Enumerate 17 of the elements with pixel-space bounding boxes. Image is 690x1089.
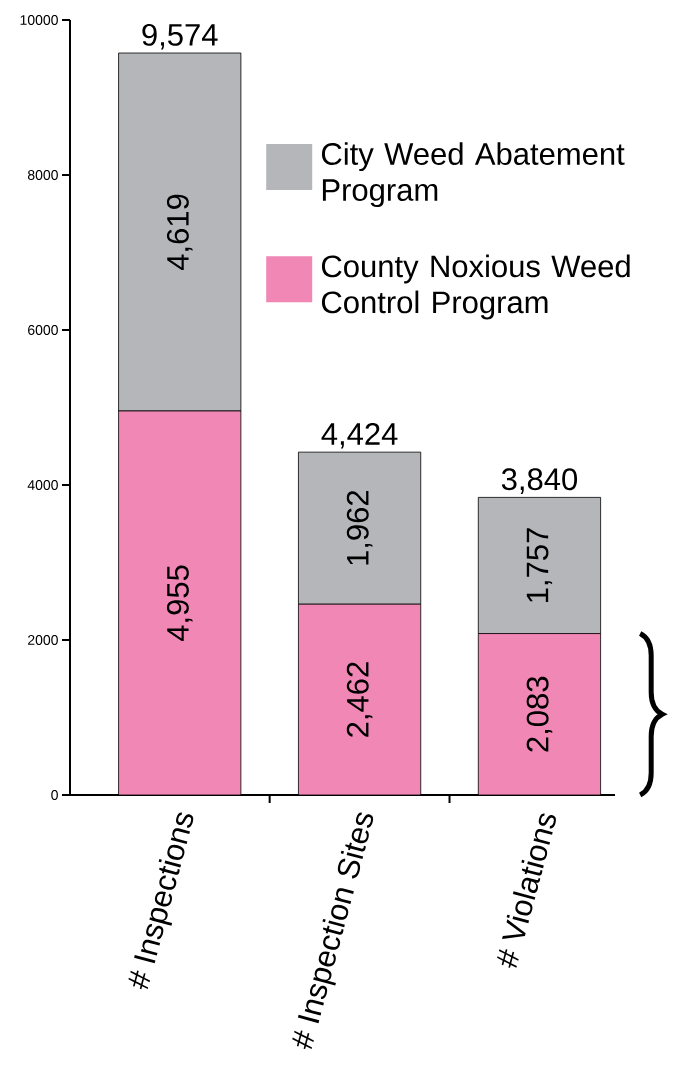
data-label: 1,757: [526, 528, 553, 602]
y-tick-label: 6000: [28, 325, 58, 335]
legend-label: City Weed Abatement Program: [321, 142, 625, 208]
y-tick-label: 2000: [28, 635, 58, 645]
total-label: 9,574: [142, 23, 218, 50]
data-label: 4,619: [166, 194, 193, 271]
total-label: 4,424: [321, 423, 398, 449]
y-tick-label: 4000: [27, 480, 58, 490]
y-tick-label: 0: [51, 790, 58, 800]
data-label: 2,083: [526, 676, 553, 752]
data-label: 2,462: [346, 662, 373, 737]
total-label: 3,840: [501, 468, 578, 494]
data-label: 4,955: [166, 565, 193, 642]
y-tick-label: 10000: [20, 15, 58, 25]
data-label: 1,962: [346, 490, 373, 565]
y-tick-label: 8000: [27, 170, 58, 180]
legend-label: County Noxious Weed Control Program: [321, 254, 630, 320]
